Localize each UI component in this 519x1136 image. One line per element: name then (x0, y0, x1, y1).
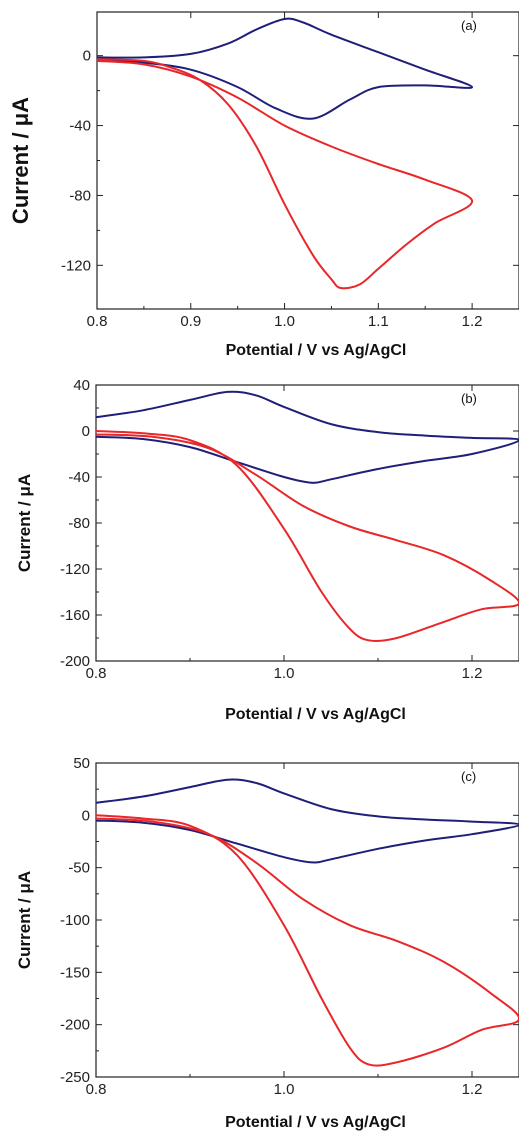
series-line (96, 58, 474, 290)
y-tick-label: -80 (69, 187, 91, 204)
y-tick-label: 0 (83, 48, 91, 65)
x-tick-label: 0.8 (87, 313, 108, 330)
x-tick-label: 0.8 (86, 665, 107, 682)
y-tick-label: -200 (60, 1017, 90, 1034)
x-tick-label: 1.2 (462, 313, 483, 330)
y-axis-title: Current / μA (15, 474, 34, 572)
x-tick-label: 1.2 (462, 665, 483, 682)
y-tick-label: -200 (60, 653, 90, 670)
y-tick-label: -50 (68, 860, 90, 877)
panel-label: (a) (461, 18, 477, 33)
x-tick-label: 1.1 (368, 313, 389, 330)
y-tick-label: 0 (82, 423, 90, 440)
panel-label: (b) (461, 391, 477, 406)
x-tick-label: 1.0 (274, 1081, 295, 1098)
x-axis-title: Potential / V vs Ag/AgCl (226, 342, 407, 359)
y-tick-label: -250 (60, 1069, 90, 1086)
series-line (95, 430, 519, 643)
y-tick-label: 40 (73, 377, 90, 394)
y-tick-label: -120 (60, 561, 90, 578)
y-tick-label: -120 (61, 257, 91, 274)
chart-panel: 0.8 0.9 1.0 1.1 1.2 0 -40 -80 -120 (a) Potential /… (8, 11, 519, 359)
y-tick-label: -80 (68, 515, 90, 532)
series-line (95, 778, 519, 864)
y-tick-label: -40 (69, 118, 91, 135)
series-line (95, 390, 519, 484)
plot-frame (95, 762, 519, 1078)
x-axis-title: Potential / V vs Ag/AgCl (225, 706, 406, 723)
y-tick-label: -40 (68, 469, 90, 486)
y-tick-label: -100 (60, 912, 90, 929)
x-tick-label: 1.2 (462, 1081, 483, 1098)
y-tick-label: -160 (60, 607, 90, 624)
y-axis-title: Current / μA (8, 97, 33, 224)
x-tick-label: 0.9 (180, 313, 201, 330)
plot-frame (95, 384, 519, 662)
series-line (95, 814, 519, 1067)
x-tick-label: 0.8 (86, 1081, 107, 1098)
chart-panel: 0.8 1.0 1.2 40 0 -40 -80 -120 -160 -200 (b) Potenti… (15, 377, 519, 723)
series-line (96, 17, 474, 120)
chart-panel: 0.8 1.0 1.2 50 0 -50 -100 -150 -200 -250 (c) Potent… (15, 755, 519, 1131)
x-tick-label: 1.0 (274, 665, 295, 682)
y-tick-label: -150 (60, 964, 90, 981)
panel-label: (c) (461, 769, 476, 784)
y-tick-label: 50 (73, 755, 90, 772)
x-axis-title: Potential / V vs Ag/AgCl (225, 1114, 406, 1131)
y-axis-title: Current / μA (15, 871, 34, 969)
y-tick-label: 0 (82, 807, 90, 824)
x-tick-label: 1.0 (274, 313, 295, 330)
